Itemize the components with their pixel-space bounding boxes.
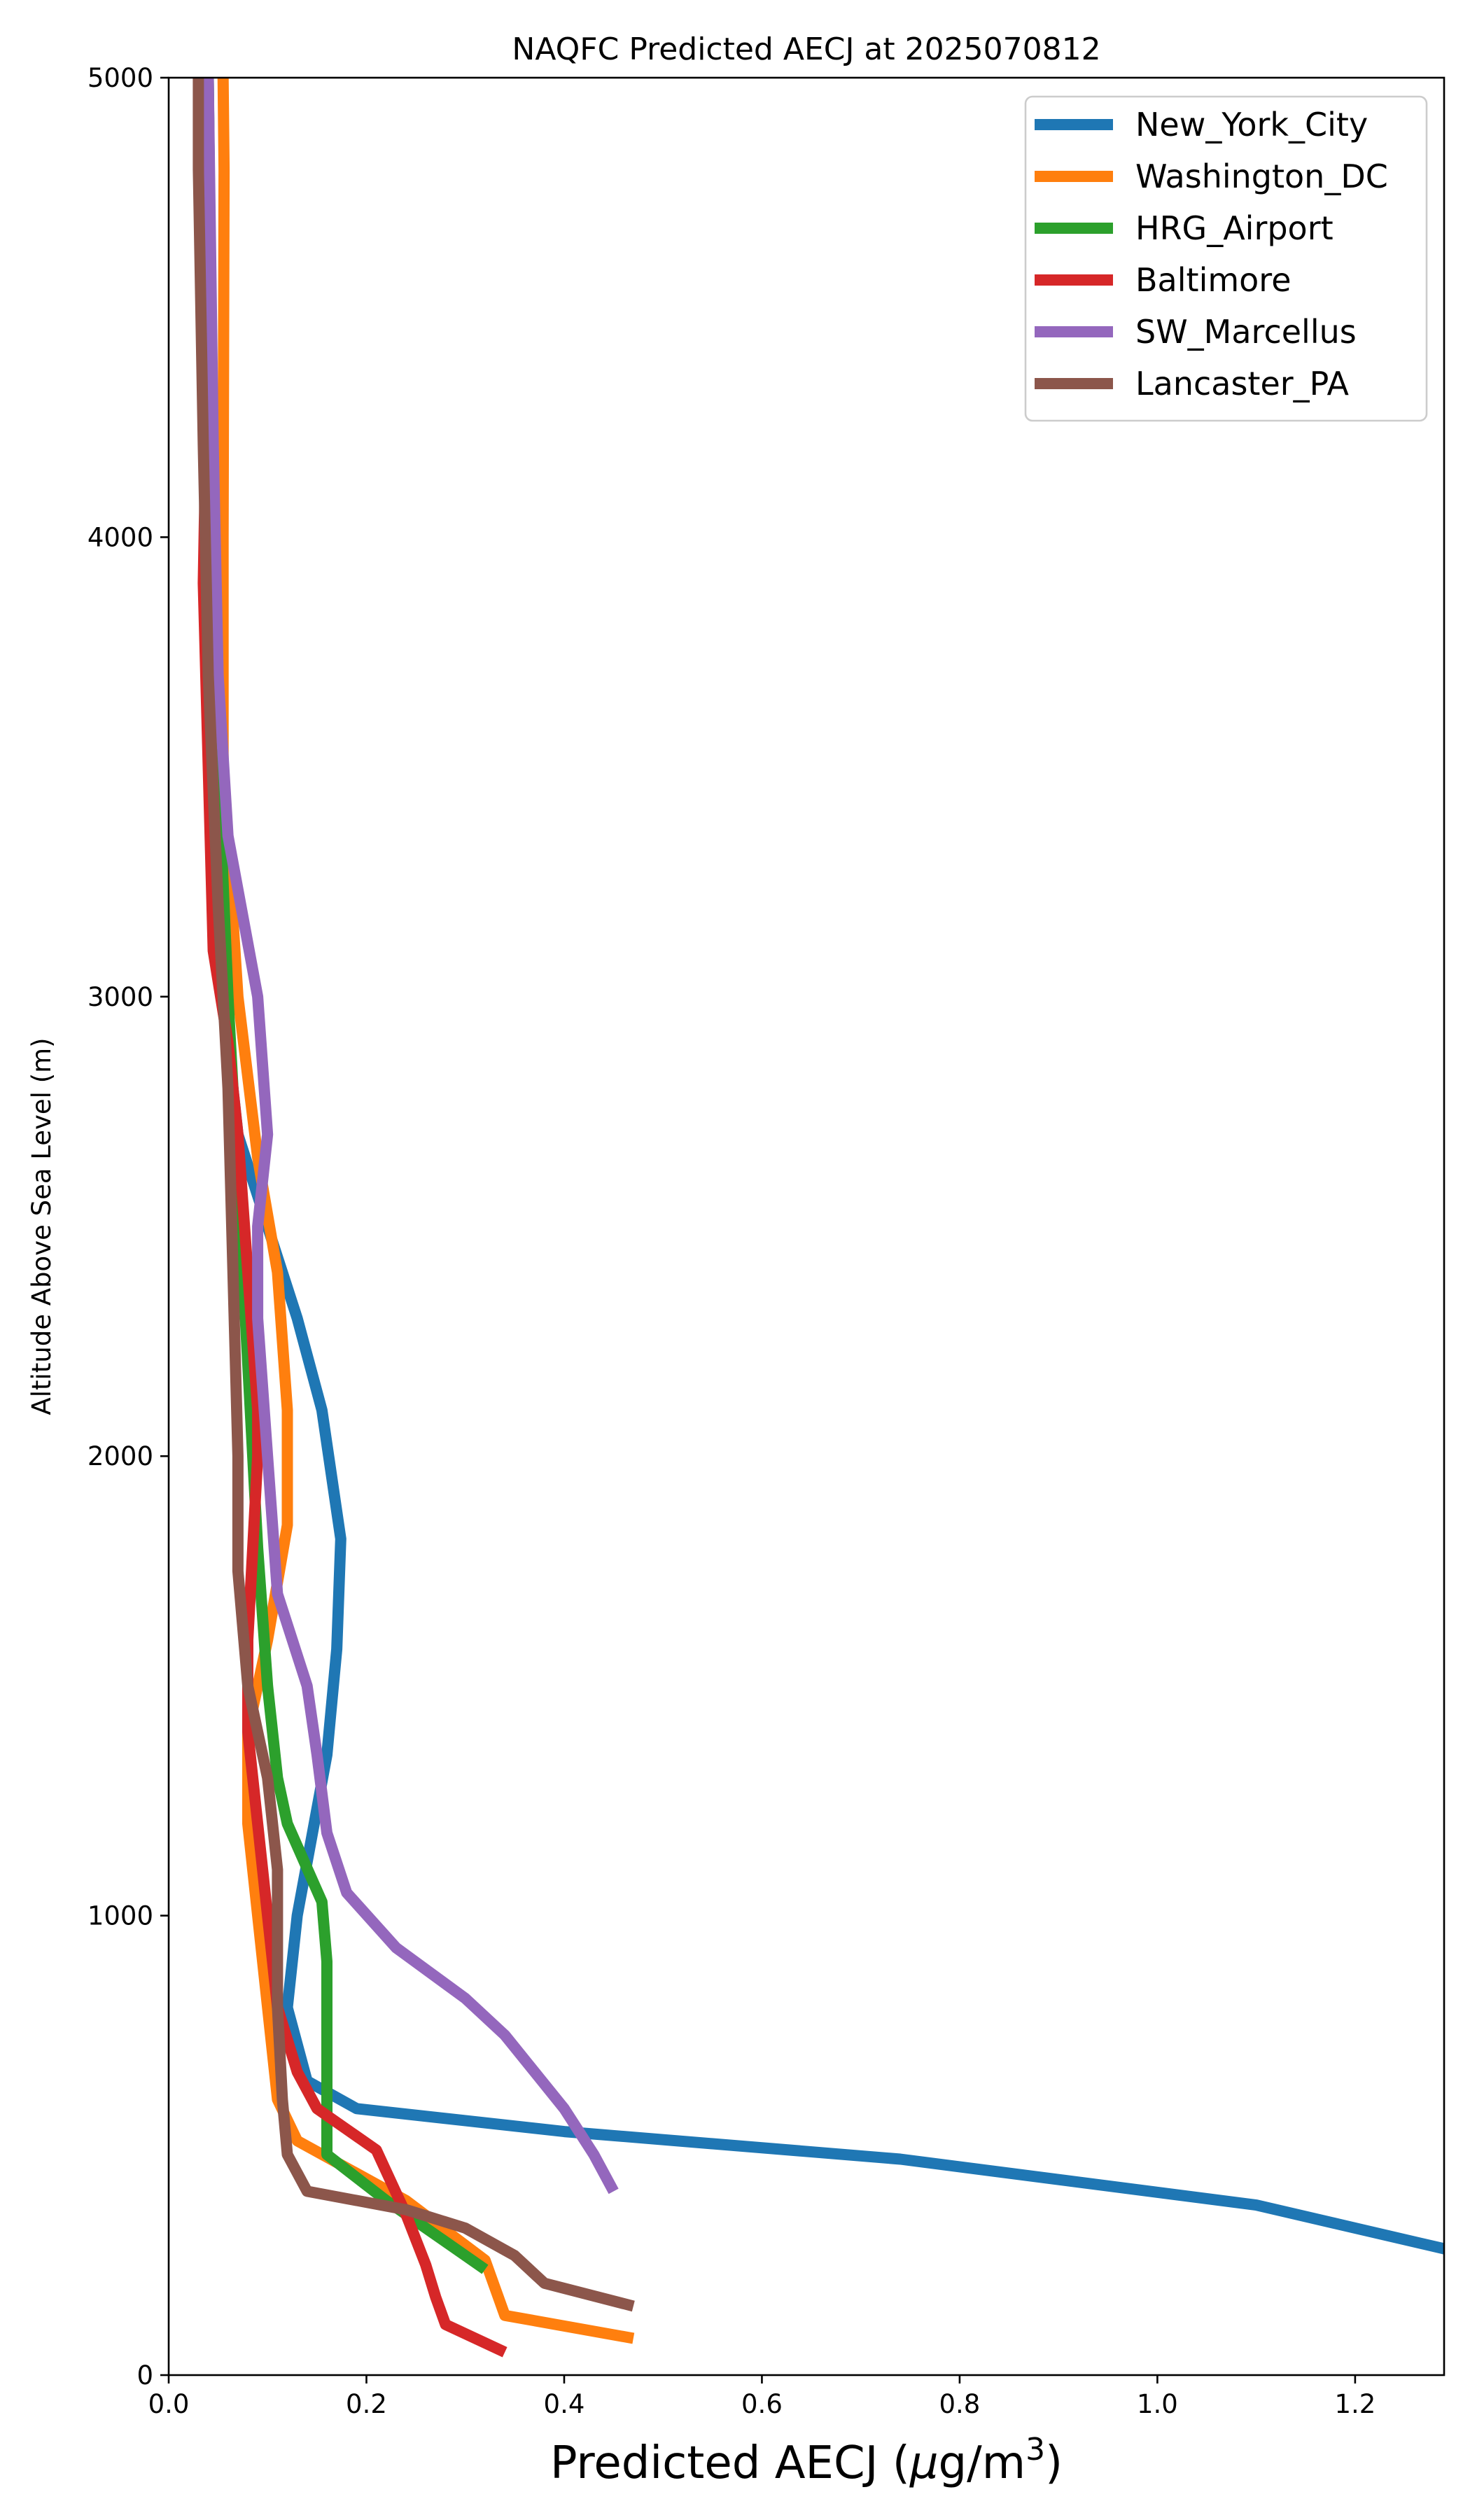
y-tick-label: 3000: [88, 982, 153, 1012]
series-line-lancaster-pa: [192, 78, 635, 2312]
x-tick-label: 1.0: [1137, 2389, 1178, 2419]
y-tick-label: 4000: [88, 522, 153, 552]
x-axis-label-close: ): [1045, 2437, 1063, 2489]
chart-title: NAQFC Predicted AECJ at 2025070812: [512, 31, 1100, 67]
x-tick-label: 0.8: [939, 2389, 981, 2419]
x-tick-label: 1.2: [1334, 2389, 1376, 2419]
legend: New_York_City Washington_DC HRG_Airport Bal…: [1024, 95, 1428, 422]
x-axis-label-text: Predicted AECJ (: [550, 2437, 910, 2489]
y-tick-label: 1000: [88, 1901, 153, 1931]
legend-label-washington-dc: Washington_DC: [1135, 158, 1388, 195]
x-axis-label-units: g/m: [939, 2437, 1026, 2489]
y-tick-label: 0: [136, 2360, 153, 2390]
legend-label-hrg-airport: HRG_Airport: [1135, 209, 1334, 247]
x-tick-label: 0.0: [148, 2389, 190, 2419]
y-tick-label: 5000: [88, 63, 153, 93]
x-tick-label: 0.2: [346, 2389, 387, 2419]
series-line-sw-marcellus: [202, 78, 619, 2194]
y-axis: 0 1000 2000 3000 4000 5000: [88, 63, 169, 2390]
series-line-baltimore: [197, 78, 507, 2358]
legend-label-lancaster-pa: Lancaster_PA: [1135, 365, 1349, 402]
legend-label-baltimore: Baltimore: [1135, 261, 1292, 299]
x-tick-label: 0.4: [544, 2389, 585, 2419]
x-axis-label-exponent: 3: [1026, 2432, 1045, 2468]
y-axis-label: Altitude Above Sea Level (m): [27, 1037, 57, 1415]
plot-area-frame: [167, 76, 1446, 2376]
legend-label-new-york-city: New_York_City: [1135, 106, 1368, 144]
legend-label-sw-marcellus: SW_Marcellus: [1135, 313, 1357, 351]
y-tick-label: 2000: [88, 1441, 153, 1471]
series-layer: [192, 78, 1444, 2358]
series-line-hrg-airport: [202, 78, 489, 2274]
legend-box: [1024, 95, 1428, 422]
legend-entries: New_York_City Washington_DC HRG_Airport Bal…: [1035, 106, 1388, 402]
x-tick-label: 0.6: [741, 2389, 783, 2419]
x-axis-label-mu: μ: [909, 2437, 939, 2489]
x-axis: 0.0 0.2 0.4 0.6 0.8 1.0 1.2: [148, 2375, 1376, 2419]
x-axis-label: Predicted AECJ (μg/m3): [550, 2432, 1063, 2489]
